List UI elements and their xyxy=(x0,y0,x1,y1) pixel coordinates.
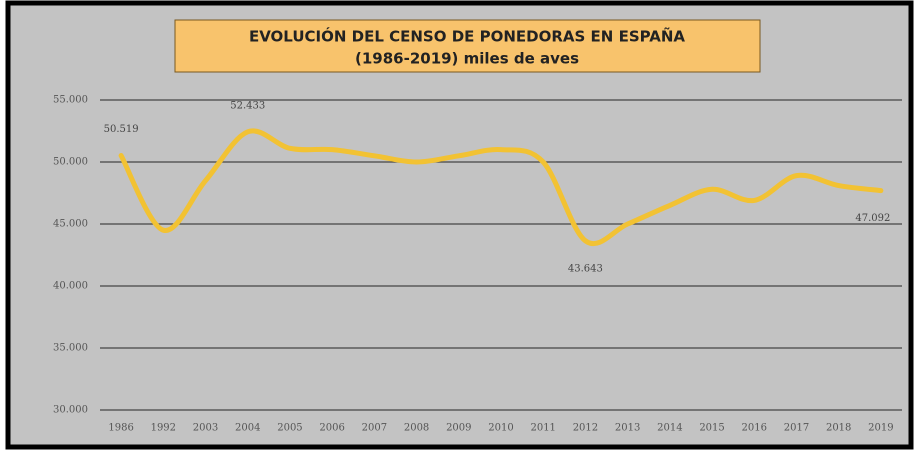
x-tick-label: 2003 xyxy=(193,423,218,434)
x-tick-label: 2018 xyxy=(826,423,851,434)
x-tick-label: 2015 xyxy=(699,423,724,434)
x-tick-label: 2016 xyxy=(742,423,767,434)
y-tick-label: 50.000 xyxy=(53,157,88,168)
x-tick-label: 2017 xyxy=(784,423,809,434)
x-tick-label: 2012 xyxy=(573,423,598,434)
x-tick-label: 2009 xyxy=(446,423,471,434)
x-tick-label: 2005 xyxy=(277,423,302,434)
chart-title: EVOLUCIÓN DEL CENSO DE PONEDORAS EN ESPA… xyxy=(249,27,685,46)
data-line xyxy=(118,128,884,246)
y-tick-label: 30.000 xyxy=(53,405,88,416)
chart-title: (1986-2019) miles de aves xyxy=(355,50,579,68)
title-box xyxy=(174,19,761,73)
data-label: 50.519 xyxy=(104,124,139,135)
y-tick-label: 35.000 xyxy=(53,343,88,354)
x-tick-label: 2004 xyxy=(235,423,260,434)
x-tick-label: 2014 xyxy=(657,423,682,434)
y-tick-label: 45.000 xyxy=(53,219,88,230)
data-label: 52.433 xyxy=(230,100,265,111)
x-tick-label: 2008 xyxy=(404,423,429,434)
x-tick-label: 2019 xyxy=(868,423,893,434)
x-tick-label: 2011 xyxy=(530,423,555,434)
x-tick-label: 1986 xyxy=(108,423,133,434)
x-tick-label: 1992 xyxy=(151,423,176,434)
data-label: 43.643 xyxy=(568,263,603,274)
y-tick-label: 55.000 xyxy=(53,95,88,106)
x-tick-label: 2007 xyxy=(362,423,387,434)
x-tick-label: 2006 xyxy=(319,423,344,434)
data-label: 47.092 xyxy=(855,213,890,224)
x-tick-label: 2010 xyxy=(488,423,513,434)
x-tick-label: 2013 xyxy=(615,423,640,434)
y-tick-label: 40.000 xyxy=(53,281,88,292)
